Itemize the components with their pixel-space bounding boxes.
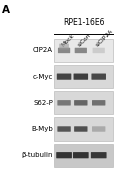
FancyBboxPatch shape (59, 44, 69, 49)
FancyBboxPatch shape (57, 126, 71, 132)
FancyBboxPatch shape (58, 48, 70, 53)
Bar (54, 39, 113, 62)
Text: siCon: siCon (77, 32, 93, 48)
Bar (54, 118, 113, 140)
Text: Mock: Mock (61, 33, 75, 48)
FancyBboxPatch shape (74, 74, 88, 80)
Text: β-tubulin: β-tubulin (22, 152, 53, 158)
Text: A: A (2, 5, 10, 15)
Text: c-Myc: c-Myc (33, 74, 53, 80)
Bar (54, 91, 113, 114)
FancyBboxPatch shape (57, 74, 71, 80)
FancyBboxPatch shape (92, 126, 105, 132)
Text: S62-P: S62-P (33, 100, 53, 106)
FancyBboxPatch shape (74, 126, 88, 132)
Text: RPE1-16E6: RPE1-16E6 (63, 18, 104, 27)
Text: siCIP2A: siCIP2A (95, 28, 115, 48)
Bar (54, 144, 113, 167)
FancyBboxPatch shape (74, 100, 88, 106)
FancyBboxPatch shape (73, 152, 89, 158)
FancyBboxPatch shape (57, 100, 71, 106)
Text: CIP2A: CIP2A (33, 48, 53, 53)
FancyBboxPatch shape (91, 74, 106, 80)
FancyBboxPatch shape (56, 152, 72, 158)
Bar (54, 65, 113, 88)
Text: B-Myb: B-Myb (31, 126, 53, 132)
FancyBboxPatch shape (91, 152, 107, 158)
FancyBboxPatch shape (93, 48, 105, 53)
FancyBboxPatch shape (92, 100, 105, 106)
FancyBboxPatch shape (75, 48, 87, 53)
